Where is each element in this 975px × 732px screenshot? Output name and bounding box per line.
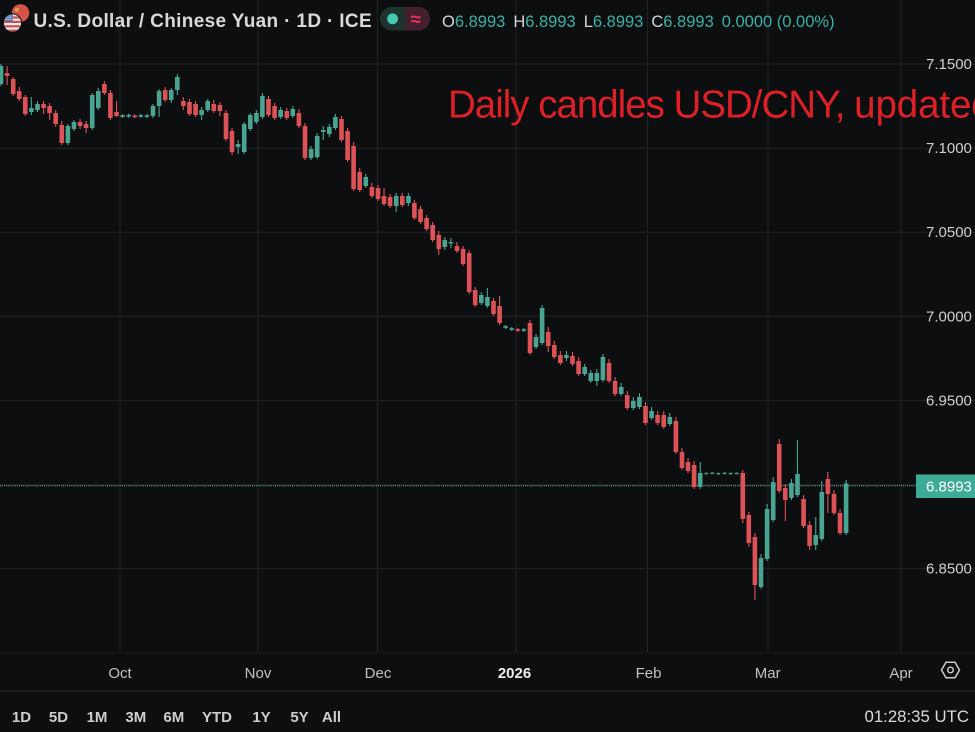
svg-text:Nov: Nov: [245, 665, 272, 682]
svg-text:Apr: Apr: [889, 665, 912, 682]
svg-text:1D: 1D: [12, 709, 31, 726]
svg-text:YTD: YTD: [202, 709, 232, 726]
svg-text:6.8993: 6.8993: [926, 479, 972, 496]
svg-text:1Y: 1Y: [252, 709, 270, 726]
svg-text:U.S. Dollar / Chinese Yuan · 1: U.S. Dollar / Chinese Yuan · 1D · ICE: [34, 11, 372, 32]
svg-text:01:28:35 UTC: 01:28:35 UTC: [865, 707, 969, 726]
svg-text:≈: ≈: [411, 10, 422, 31]
svg-text:6.8500: 6.8500: [926, 561, 972, 578]
svg-text:6.9500: 6.9500: [926, 392, 972, 409]
svg-text:Mar: Mar: [755, 665, 781, 682]
svg-text:5D: 5D: [49, 709, 68, 726]
svg-text:Daily candles USD/CNY, updated: Daily candles USD/CNY, updated: [448, 84, 975, 127]
svg-text:2026: 2026: [498, 665, 531, 682]
svg-text:All: All: [322, 709, 341, 726]
svg-text:1M: 1M: [87, 709, 108, 726]
svg-text:7.1000: 7.1000: [926, 140, 972, 157]
svg-text:7.1500: 7.1500: [926, 56, 972, 73]
svg-text:3M: 3M: [125, 709, 146, 726]
svg-text:Feb: Feb: [636, 665, 662, 682]
svg-text:Oct: Oct: [108, 665, 132, 682]
svg-text:5Y: 5Y: [290, 709, 308, 726]
svg-text:7.0500: 7.0500: [926, 224, 972, 241]
svg-text:Dec: Dec: [365, 665, 392, 682]
svg-text:7.0000: 7.0000: [926, 308, 972, 325]
svg-text:6M: 6M: [163, 709, 184, 726]
